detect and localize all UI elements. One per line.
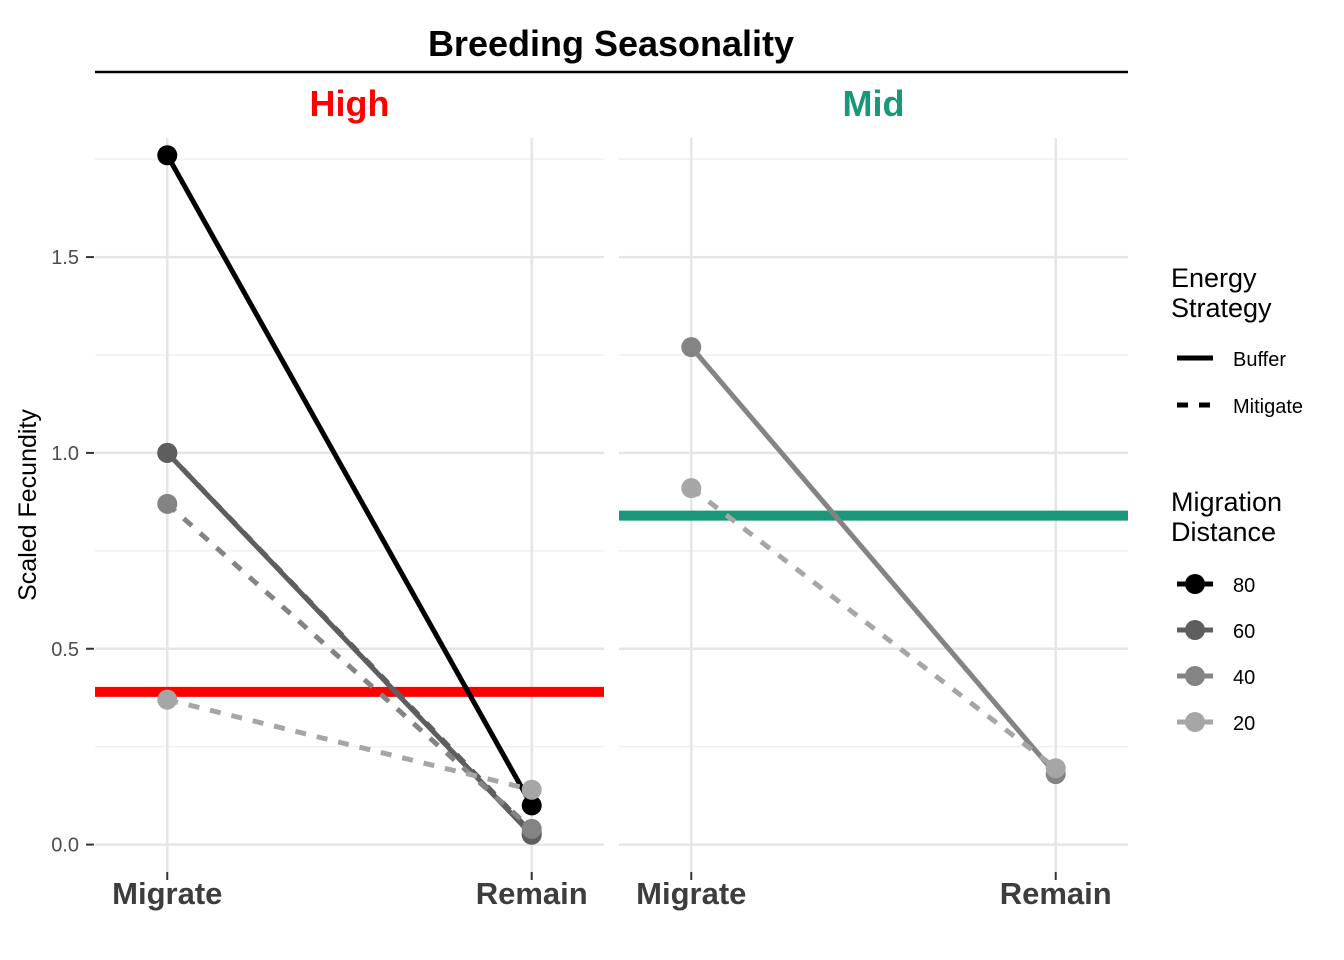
y-tick-label-0-0: 0.0 <box>51 835 79 857</box>
legend-title-energy-strategy: Strategy <box>1171 293 1272 323</box>
legend-label-20: 20 <box>1233 713 1255 735</box>
y-tick-label-0-5: 0.5 <box>51 639 79 661</box>
panels: 0.0 0.5 1.0 1.5 High Migrate Remain Mid Migrate R… <box>51 83 1128 911</box>
y-tick-label-1-5: 1.5 <box>51 247 79 269</box>
y-tick-label-1-0: 1.0 <box>51 443 79 465</box>
legend-label-80: 80 <box>1233 575 1255 597</box>
data-point-40-remain <box>521 818 542 839</box>
series-line-20-mitigate <box>166 697 533 793</box>
legend-key-point-60 <box>1185 620 1205 640</box>
series-line-20-mitigate <box>689 486 1058 771</box>
legend-label-buffer: Buffer <box>1233 349 1286 371</box>
chart-title: Breeding Seasonality <box>428 23 794 64</box>
data-point-20-migrate <box>681 478 702 499</box>
data-point-40-migrate <box>157 493 178 514</box>
legend-title-migration-distance: Migration <box>1171 487 1282 517</box>
data-point-60-migrate <box>157 442 178 463</box>
legend-key-point-20 <box>1185 712 1205 732</box>
series-line-60-buffer <box>165 451 534 837</box>
legend-key-point-80 <box>1185 574 1205 594</box>
legend-label-mitigate: Mitigate <box>1233 396 1303 418</box>
legend-label-40: 40 <box>1233 667 1255 689</box>
data-point-20-remain <box>521 779 542 800</box>
panel-high: High Migrate Remain <box>95 83 604 911</box>
x-tick-label-remain: Remain <box>476 876 588 911</box>
legend-key-point-40 <box>1185 666 1205 686</box>
data-point-20-migrate <box>157 689 178 710</box>
x-tick-label-migrate: Migrate <box>636 876 746 911</box>
x-tick-label-remain: Remain <box>1000 876 1112 911</box>
legend-title-migration-distance: Distance <box>1171 517 1276 547</box>
legend-title-energy-strategy: Energy <box>1171 263 1257 293</box>
data-point-40-migrate <box>681 337 702 358</box>
data-point-20-remain <box>1045 758 1066 779</box>
legend-label-60: 60 <box>1233 621 1255 643</box>
panel-mid: Mid Migrate Remain <box>619 83 1128 911</box>
data-point-80-remain <box>521 795 542 816</box>
y-axis-label: Scaled Fecundity <box>14 409 42 601</box>
panel-label-high: High <box>310 83 390 124</box>
series-line-80-buffer <box>165 154 534 807</box>
panel-label-mid: Mid <box>843 83 905 124</box>
x-tick-label-migrate: Migrate <box>112 876 222 911</box>
series-line-40-buffer <box>689 345 1058 776</box>
data-point-80-migrate <box>157 145 178 166</box>
